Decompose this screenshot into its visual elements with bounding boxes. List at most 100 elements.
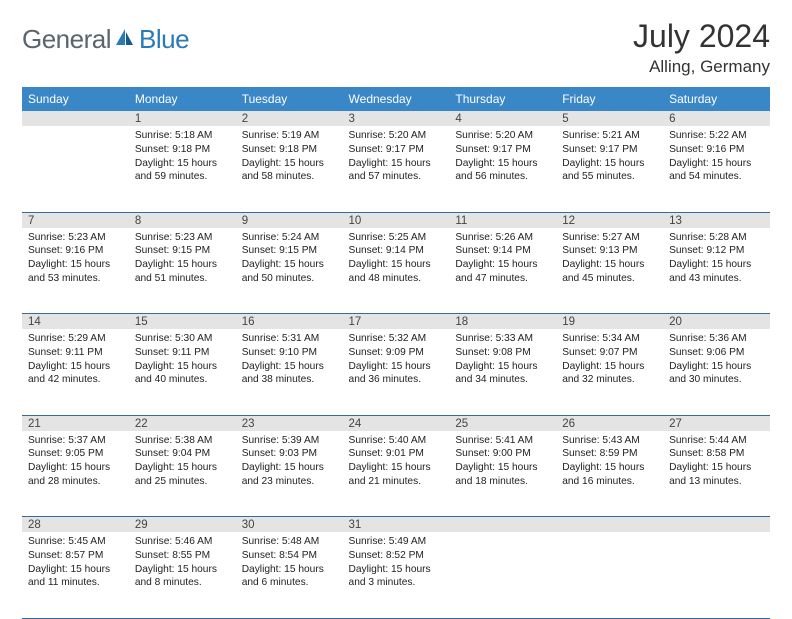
weekday-header: Monday xyxy=(129,87,236,111)
day-cell-content: Sunrise: 5:45 AMSunset: 8:57 PMDaylight:… xyxy=(22,532,129,596)
day-cell: Sunrise: 5:32 AMSunset: 9:09 PMDaylight:… xyxy=(343,329,450,415)
day-content-row: Sunrise: 5:18 AMSunset: 9:18 PMDaylight:… xyxy=(22,126,770,212)
day-cell-content: Sunrise: 5:40 AMSunset: 9:01 PMDaylight:… xyxy=(343,431,450,495)
day-number: 2 xyxy=(236,111,343,126)
day-cell-content: Sunrise: 5:43 AMSunset: 8:59 PMDaylight:… xyxy=(556,431,663,495)
day-cell-content: Sunrise: 5:34 AMSunset: 9:07 PMDaylight:… xyxy=(556,329,663,393)
day-number-row: 21222324252627 xyxy=(22,415,770,431)
day-cell-content: Sunrise: 5:46 AMSunset: 8:55 PMDaylight:… xyxy=(129,532,236,596)
day-cell-content: Sunrise: 5:23 AMSunset: 9:15 PMDaylight:… xyxy=(129,228,236,292)
day-cell: Sunrise: 5:34 AMSunset: 9:07 PMDaylight:… xyxy=(556,329,663,415)
day-cell-content: Sunrise: 5:22 AMSunset: 9:16 PMDaylight:… xyxy=(663,126,770,190)
day-cell: Sunrise: 5:33 AMSunset: 9:08 PMDaylight:… xyxy=(449,329,556,415)
day-cell-content: Sunrise: 5:31 AMSunset: 9:10 PMDaylight:… xyxy=(236,329,343,393)
day-number xyxy=(449,517,556,533)
day-cell: Sunrise: 5:26 AMSunset: 9:14 PMDaylight:… xyxy=(449,228,556,314)
day-number: 14 xyxy=(22,314,129,330)
day-number xyxy=(663,517,770,533)
weekday-header: Thursday xyxy=(449,87,556,111)
day-number: 31 xyxy=(343,517,450,533)
day-number: 3 xyxy=(343,111,450,126)
day-cell-content: Sunrise: 5:20 AMSunset: 9:17 PMDaylight:… xyxy=(449,126,556,190)
weekday-header: Tuesday xyxy=(236,87,343,111)
day-number: 1 xyxy=(129,111,236,126)
day-number: 9 xyxy=(236,212,343,228)
day-cell-content: Sunrise: 5:30 AMSunset: 9:11 PMDaylight:… xyxy=(129,329,236,393)
day-cell: Sunrise: 5:45 AMSunset: 8:57 PMDaylight:… xyxy=(22,532,129,618)
day-cell-content: Sunrise: 5:49 AMSunset: 8:52 PMDaylight:… xyxy=(343,532,450,596)
day-number: 15 xyxy=(129,314,236,330)
day-cell: Sunrise: 5:23 AMSunset: 9:15 PMDaylight:… xyxy=(129,228,236,314)
day-content-row: Sunrise: 5:45 AMSunset: 8:57 PMDaylight:… xyxy=(22,532,770,618)
day-number: 16 xyxy=(236,314,343,330)
day-number: 10 xyxy=(343,212,450,228)
day-number-row: 78910111213 xyxy=(22,212,770,228)
day-number: 25 xyxy=(449,415,556,431)
day-number: 5 xyxy=(556,111,663,126)
month-title: July 2024 xyxy=(633,18,770,55)
day-number: 30 xyxy=(236,517,343,533)
day-number: 29 xyxy=(129,517,236,533)
day-number: 4 xyxy=(449,111,556,126)
day-number: 20 xyxy=(663,314,770,330)
day-cell-content: Sunrise: 5:20 AMSunset: 9:17 PMDaylight:… xyxy=(343,126,450,190)
day-cell: Sunrise: 5:28 AMSunset: 9:12 PMDaylight:… xyxy=(663,228,770,314)
day-cell xyxy=(556,532,663,618)
day-cell-content: Sunrise: 5:26 AMSunset: 9:14 PMDaylight:… xyxy=(449,228,556,292)
title-block: July 2024 Alling, Germany xyxy=(633,18,770,77)
day-cell-content: Sunrise: 5:33 AMSunset: 9:08 PMDaylight:… xyxy=(449,329,556,393)
day-cell: Sunrise: 5:20 AMSunset: 9:17 PMDaylight:… xyxy=(449,126,556,212)
day-number: 11 xyxy=(449,212,556,228)
calendar-table: Sunday Monday Tuesday Wednesday Thursday… xyxy=(22,87,770,619)
day-cell-content: Sunrise: 5:38 AMSunset: 9:04 PMDaylight:… xyxy=(129,431,236,495)
day-cell: Sunrise: 5:49 AMSunset: 8:52 PMDaylight:… xyxy=(343,532,450,618)
day-cell-content: Sunrise: 5:19 AMSunset: 9:18 PMDaylight:… xyxy=(236,126,343,190)
day-cell-content: Sunrise: 5:25 AMSunset: 9:14 PMDaylight:… xyxy=(343,228,450,292)
location: Alling, Germany xyxy=(633,57,770,77)
day-cell: Sunrise: 5:19 AMSunset: 9:18 PMDaylight:… xyxy=(236,126,343,212)
day-content-row: Sunrise: 5:29 AMSunset: 9:11 PMDaylight:… xyxy=(22,329,770,415)
day-cell-content: Sunrise: 5:28 AMSunset: 9:12 PMDaylight:… xyxy=(663,228,770,292)
day-cell: Sunrise: 5:41 AMSunset: 9:00 PMDaylight:… xyxy=(449,431,556,517)
day-number: 18 xyxy=(449,314,556,330)
day-number: 24 xyxy=(343,415,450,431)
day-cell-content: Sunrise: 5:18 AMSunset: 9:18 PMDaylight:… xyxy=(129,126,236,190)
weekday-header: Sunday xyxy=(22,87,129,111)
weekday-header: Saturday xyxy=(663,87,770,111)
day-cell: Sunrise: 5:36 AMSunset: 9:06 PMDaylight:… xyxy=(663,329,770,415)
day-number: 21 xyxy=(22,415,129,431)
day-cell: Sunrise: 5:21 AMSunset: 9:17 PMDaylight:… xyxy=(556,126,663,212)
day-cell: Sunrise: 5:27 AMSunset: 9:13 PMDaylight:… xyxy=(556,228,663,314)
day-cell: Sunrise: 5:20 AMSunset: 9:17 PMDaylight:… xyxy=(343,126,450,212)
day-cell: Sunrise: 5:30 AMSunset: 9:11 PMDaylight:… xyxy=(129,329,236,415)
day-cell: Sunrise: 5:18 AMSunset: 9:18 PMDaylight:… xyxy=(129,126,236,212)
day-cell: Sunrise: 5:25 AMSunset: 9:14 PMDaylight:… xyxy=(343,228,450,314)
day-cell: Sunrise: 5:40 AMSunset: 9:01 PMDaylight:… xyxy=(343,431,450,517)
day-number: 23 xyxy=(236,415,343,431)
day-cell: Sunrise: 5:48 AMSunset: 8:54 PMDaylight:… xyxy=(236,532,343,618)
day-cell-content: Sunrise: 5:24 AMSunset: 9:15 PMDaylight:… xyxy=(236,228,343,292)
day-number: 6 xyxy=(663,111,770,126)
day-cell-content: Sunrise: 5:23 AMSunset: 9:16 PMDaylight:… xyxy=(22,228,129,292)
day-content-row: Sunrise: 5:37 AMSunset: 9:05 PMDaylight:… xyxy=(22,431,770,517)
day-number-row: 123456 xyxy=(22,111,770,126)
day-cell: Sunrise: 5:43 AMSunset: 8:59 PMDaylight:… xyxy=(556,431,663,517)
day-cell xyxy=(22,126,129,212)
day-number: 12 xyxy=(556,212,663,228)
logo-text-general: General xyxy=(22,24,111,55)
day-cell: Sunrise: 5:31 AMSunset: 9:10 PMDaylight:… xyxy=(236,329,343,415)
weekday-header: Friday xyxy=(556,87,663,111)
day-content-row: Sunrise: 5:23 AMSunset: 9:16 PMDaylight:… xyxy=(22,228,770,314)
day-number: 8 xyxy=(129,212,236,228)
day-cell: Sunrise: 5:29 AMSunset: 9:11 PMDaylight:… xyxy=(22,329,129,415)
day-number: 26 xyxy=(556,415,663,431)
day-cell-content: Sunrise: 5:39 AMSunset: 9:03 PMDaylight:… xyxy=(236,431,343,495)
day-cell: Sunrise: 5:44 AMSunset: 8:58 PMDaylight:… xyxy=(663,431,770,517)
day-cell xyxy=(449,532,556,618)
day-cell-content: Sunrise: 5:32 AMSunset: 9:09 PMDaylight:… xyxy=(343,329,450,393)
logo: General Blue xyxy=(22,24,189,55)
day-number: 13 xyxy=(663,212,770,228)
day-cell-content: Sunrise: 5:21 AMSunset: 9:17 PMDaylight:… xyxy=(556,126,663,190)
day-number: 7 xyxy=(22,212,129,228)
header: General Blue July 2024 Alling, Germany xyxy=(22,18,770,77)
